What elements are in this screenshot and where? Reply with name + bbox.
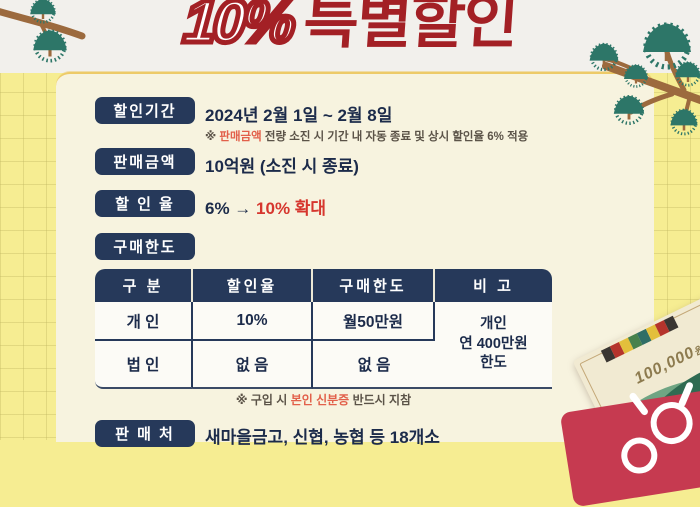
id-footnote-highlight: 본인 신분증 — [290, 393, 350, 407]
period-footnote: ※ 판매금액 전량 소진 시 기간 내 자동 종료 및 상시 할인율 6% 적용 — [205, 128, 528, 144]
seller-value: 새마을금고, 신협, 농협 등 18개소 — [205, 428, 440, 447]
badge-discount-period: 할인기간 — [95, 97, 195, 124]
cell-individual: 개 인 — [95, 302, 193, 339]
top-white-band — [0, 0, 700, 73]
cell-corporate-limit: 없 음 — [313, 339, 435, 389]
cell-remark: 개인 연 400만원 한도 — [435, 302, 552, 389]
discount-period-value: 2024년 2월 1일 ~ 2월 8일 — [205, 106, 393, 125]
cell-individual-rate: 10% — [193, 302, 313, 339]
remark-line-1: 개인 — [480, 316, 507, 333]
cell-individual-limit: 월50만원 — [313, 302, 435, 339]
table-row: 법 인 없 음 없 음 — [95, 339, 552, 389]
id-footnote-rest: 반드시 지참 — [349, 393, 412, 407]
badge-purchase-limit: 구매한도 — [95, 233, 195, 260]
badge-discount-rate: 할 인 율 — [95, 190, 195, 217]
header-category: 구 분 — [95, 269, 193, 302]
remark-line-2: 연 400만원 — [459, 335, 528, 352]
title-text: 특별할인 — [301, 0, 519, 55]
rate-to: 10% 확대 — [256, 199, 327, 218]
title-discount-percent: 10% — [179, 0, 297, 58]
poster-title: 10% 특별할인 — [0, 0, 700, 58]
cell-corporate-rate: 없 음 — [193, 339, 313, 389]
purchase-limit-table: 구 분 할인율 구매한도 비 고 개 인 10% 월50만원 개인 연 400만… — [95, 269, 552, 389]
id-footnote: ※ 구입 시 본인 신분증 반드시 지참 — [95, 391, 552, 408]
table-header-row: 구 분 할인율 구매한도 비 고 — [95, 269, 552, 302]
period-footnote-prefix: ※ — [205, 131, 220, 143]
id-footnote-prefix: ※ 구입 시 — [235, 393, 291, 407]
period-footnote-rest: 전량 소진 시 기간 내 자동 종료 및 상시 할인율 6% 적용 — [261, 131, 529, 143]
cell-corporate: 법 인 — [95, 339, 193, 389]
knot-ring-small-icon — [618, 434, 660, 477]
period-footnote-highlight: 판매금액 — [219, 131, 262, 143]
sale-amount-value: 10억원 (소진 시 종료) — [205, 157, 359, 176]
badge-sale-amount: 판매금액 — [95, 148, 195, 175]
header-rate: 할인율 — [193, 269, 313, 302]
discount-rate-value: 6% → 10% 확대 — [205, 194, 326, 219]
header-remark: 비 고 — [435, 269, 552, 302]
remark-line-3: 한도 — [480, 355, 507, 372]
rate-from: 6% → — [205, 199, 257, 218]
header-limit: 구매한도 — [313, 269, 435, 302]
table-row: 개 인 10% 월50만원 개인 연 400만원 한도 — [95, 302, 552, 389]
badge-seller: 판 매 처 — [95, 420, 195, 447]
